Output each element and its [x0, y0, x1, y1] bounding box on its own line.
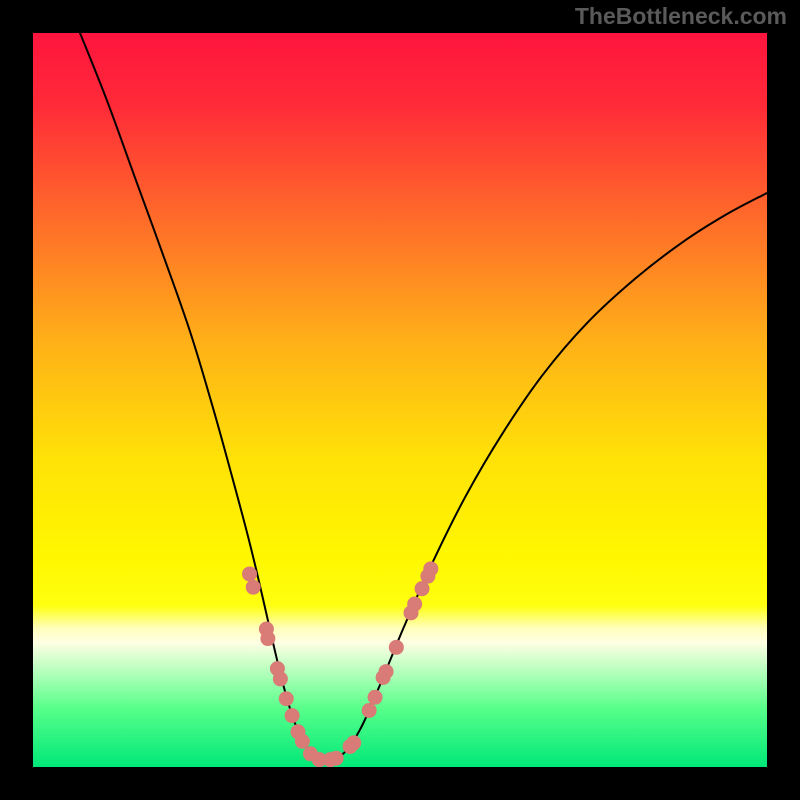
data-marker	[279, 692, 293, 706]
data-marker	[285, 709, 299, 723]
data-marker	[295, 734, 309, 748]
data-marker	[246, 580, 260, 594]
data-marker	[273, 672, 287, 686]
data-marker	[415, 582, 429, 596]
data-marker	[243, 567, 257, 581]
data-marker	[389, 640, 403, 654]
plot-area	[33, 33, 767, 767]
data-marker	[424, 562, 438, 576]
data-marker	[368, 690, 382, 704]
data-marker	[329, 751, 343, 765]
plot-svg	[33, 33, 767, 767]
data-marker	[261, 632, 275, 646]
data-marker	[362, 703, 376, 717]
data-marker	[408, 597, 422, 611]
curve-left-branch	[77, 33, 321, 760]
data-marker	[347, 736, 361, 750]
watermark-text: TheBottleneck.com	[575, 3, 787, 30]
marker-group	[243, 562, 438, 767]
data-marker	[379, 665, 393, 679]
